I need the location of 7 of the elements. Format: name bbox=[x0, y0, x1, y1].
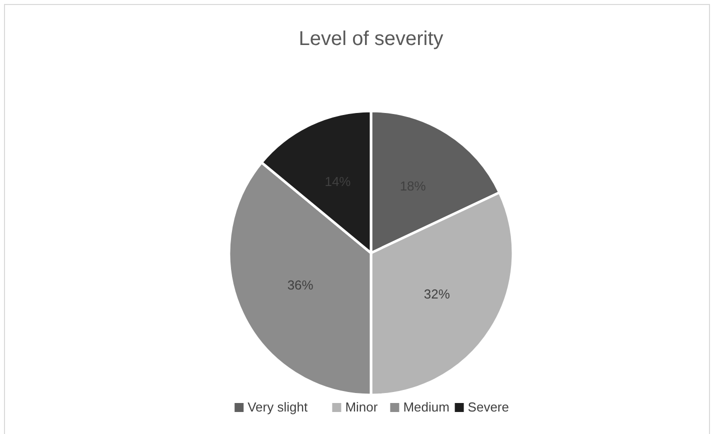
legend-label: Minor bbox=[345, 399, 378, 414]
chart-title: Level of severity bbox=[298, 28, 444, 50]
legend-label: Medium bbox=[403, 399, 450, 414]
legend-label: Very slight bbox=[248, 399, 308, 414]
legend-label: Severe bbox=[468, 399, 510, 414]
data-label: 36% bbox=[287, 278, 314, 293]
data-label: 32% bbox=[424, 286, 450, 302]
